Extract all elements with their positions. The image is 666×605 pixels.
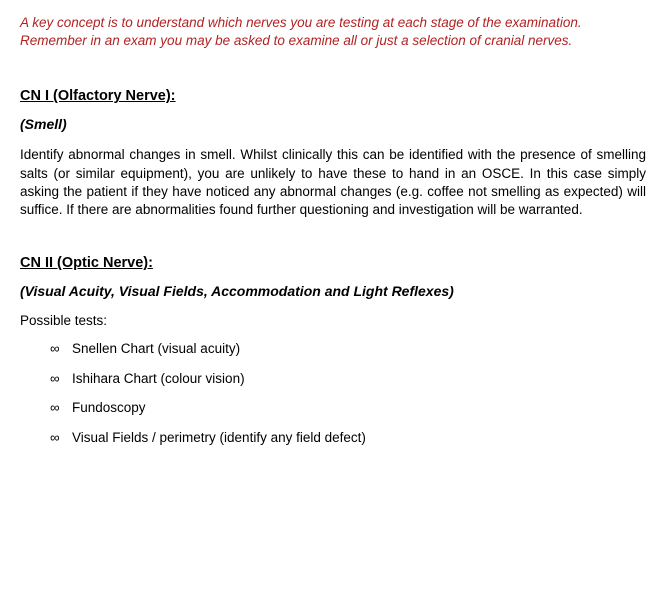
cn2-lead: Possible tests: <box>20 313 646 328</box>
cn1-heading: CN I (Olfactory Nerve): <box>20 88 646 104</box>
cn1-body: Identify abnormal changes in smell. Whil… <box>20 146 646 219</box>
cn2-tests-list: Snellen Chart (visual acuity) Ishihara C… <box>20 340 646 446</box>
list-item: Ishihara Chart (colour vision) <box>50 370 646 388</box>
list-item: Snellen Chart (visual acuity) <box>50 340 646 358</box>
intro-note: A key concept is to understand which ner… <box>20 14 646 50</box>
cn1-subheading: (Smell) <box>20 116 646 132</box>
cn2-subheading: (Visual Acuity, Visual Fields, Accommoda… <box>20 283 646 299</box>
list-item: Visual Fields / perimetry (identify any … <box>50 429 646 447</box>
cn2-heading: CN II (Optic Nerve): <box>20 255 646 271</box>
list-item: Fundoscopy <box>50 399 646 417</box>
